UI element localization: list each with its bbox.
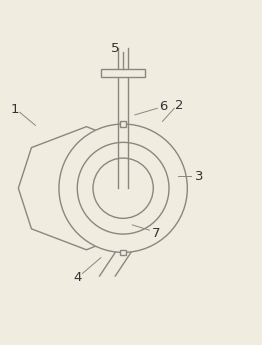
Circle shape [77,142,169,234]
Text: 3: 3 [195,170,203,183]
Circle shape [59,124,187,253]
Text: 5: 5 [111,41,119,55]
Text: 7: 7 [152,227,160,240]
Text: 2: 2 [175,99,184,112]
Bar [120,121,126,127]
Polygon shape [18,127,113,250]
Text: 4: 4 [73,271,81,284]
Text: 6: 6 [160,100,168,114]
Bar [120,249,126,255]
Bar [101,69,145,77]
Text: 1: 1 [10,103,19,116]
Circle shape [93,158,153,218]
